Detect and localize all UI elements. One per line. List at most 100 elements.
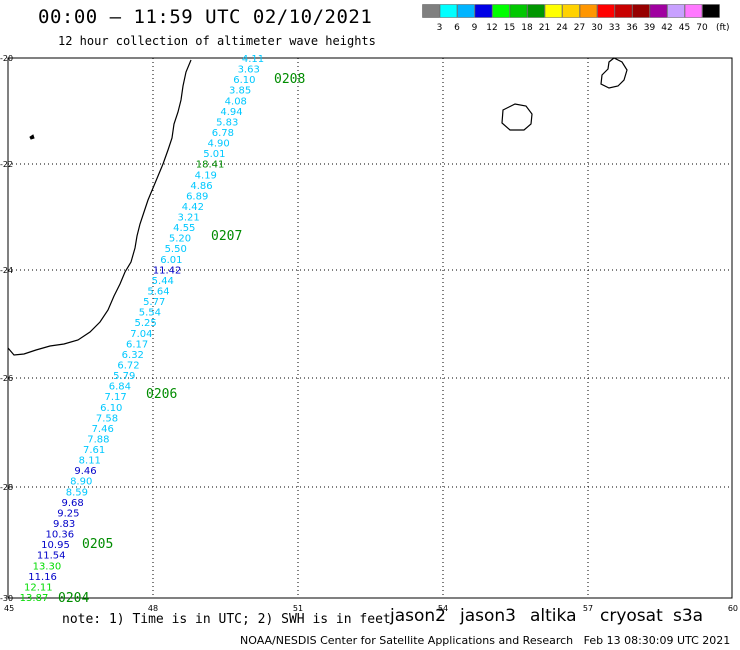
wave-height-value: 4.86 [190,181,212,192]
wave-height-value: 5.20 [169,234,191,245]
wave-height-value: 5.64 [147,287,169,298]
scale-tick-label: 30 [591,23,603,33]
scale-swatch [562,4,580,18]
scale-tick-label: 9 [472,23,478,33]
date-marker-label: 0208 [274,72,305,87]
lat-tick-label: -30 [0,594,13,603]
wave-height-value: 4.19 [195,170,217,181]
satellite-cryosat: cryosat [600,606,663,626]
wave-height-value: 6.10 [100,403,122,414]
wave-height-value: 11.16 [28,572,57,583]
wave-height-value: 4.42 [182,202,204,213]
wave-height-value: 4.55 [173,223,195,234]
wave-height-value: 5.83 [216,117,238,128]
footer-credit: NOAA/NESDIS Center for Satellite Applica… [240,634,731,647]
scale-tick-label: 15 [504,23,515,33]
scale-tick-label: 24 [556,23,568,33]
wave-height-value: 8.90 [70,477,92,488]
scale-swatch [527,4,545,18]
wave-height-value: 8.59 [66,487,88,498]
wave-height-value: 5.25 [134,318,156,329]
wave-height-value: 12.11 [24,582,53,593]
wave-height-value: 7.04 [130,329,152,340]
scale-swatch [632,4,650,18]
lon-tick-label: 57 [583,604,593,613]
wave-height-value: 4.08 [225,96,247,107]
scale-swatch [439,4,458,18]
wave-height-value: 7.17 [104,392,126,403]
wave-height-value: 5.50 [165,244,187,255]
wave-height-value: 5.54 [139,308,161,319]
scale-swatch [649,4,668,18]
satellite-altika: altika [530,606,577,626]
date-marker-label: 0207 [211,229,242,244]
madagascar-coastline [7,59,192,356]
scale-tick-label: 39 [644,23,656,33]
wave-height-value: 11.54 [37,551,66,562]
wave-height-value: 4.94 [220,107,242,118]
wave-height-value: 5.44 [152,276,174,287]
scale-tick-label: 6 [454,23,460,33]
wave-height-value: 3.85 [229,86,251,97]
scale-swatch [614,4,633,18]
wave-height-value: 13.87 [20,593,49,604]
wave-height-value: 6.17 [126,339,148,350]
satellite-jason2: jason2 [390,606,446,626]
wave-height-value: 3.63 [238,65,260,76]
wave-height-value: 6.84 [109,382,131,393]
wave-height-value: 6.89 [186,191,208,202]
scale-unit-label: (ft) [716,23,730,33]
wave-height-value: 9.46 [74,466,96,477]
wave-height-value: 11.42 [153,265,182,276]
scale-tick-label: 42 [661,23,672,33]
wave-height-value: 10.36 [45,530,74,541]
scale-swatch [702,4,720,18]
map-title: 00:00 – 11:59 UTC 02/10/2021 [38,6,373,28]
scale-tick-label: 36 [626,23,638,33]
reunion-island-outline [501,103,533,131]
wave-height-value: 13.30 [33,561,62,572]
scale-tick-label: 33 [609,23,620,33]
scale-tick-label: 12 [486,23,497,33]
wave-height-value: 7.46 [92,424,114,435]
wave-height-value: 6.78 [212,128,234,139]
scale-tick-label: 3 [437,23,443,33]
mauritius-island-outline [600,57,628,89]
wave-height-value: 5.01 [203,149,225,160]
date-marker-label: 0206 [146,387,177,402]
lat-tick-label: -24 [0,266,13,275]
wave-height-value: 9.83 [53,519,75,530]
scale-tick-label: 45 [679,23,690,33]
wave-height-value: 3.21 [177,213,199,224]
scale-swatch [492,4,510,18]
scale-tick-label: 21 [539,23,550,33]
wave-height-value: 5.77 [143,297,165,308]
wave-height-value: 9.68 [61,498,83,509]
wave-height-value: 9.25 [57,509,79,520]
wave-height-value: 10.95 [41,540,70,551]
wave-height-value: 5.79 [113,371,135,382]
date-marker-label: 0204 [58,591,89,606]
islet-marker [29,134,35,140]
scale-tick-label: 18 [521,23,533,33]
scale-tick-label: 27 [574,23,585,33]
wave-height-value: 4.11 [242,54,264,65]
footer-note: note: 1) Time is in UTC; 2) SWH is in fe… [62,612,391,627]
scale-swatch [422,4,440,18]
scale-swatch [684,4,703,18]
wave-height-value: 4.90 [207,139,229,150]
scale-swatch [544,4,563,18]
wave-height-value: 6.32 [122,350,144,361]
wave-height-value: 7.88 [87,435,109,446]
date-marker-label: 0205 [82,537,113,552]
lon-tick-label: 45 [4,604,14,613]
scale-swatch [667,4,685,18]
lat-tick-label: -22 [0,160,13,169]
satellite-jason3: jason3 [460,606,516,626]
wave-height-value: 8.11 [79,456,101,467]
lat-tick-label: -28 [0,483,13,492]
wave-height-value: 6.10 [233,75,255,86]
map-frame [7,57,733,599]
scale-swatch [509,4,528,18]
